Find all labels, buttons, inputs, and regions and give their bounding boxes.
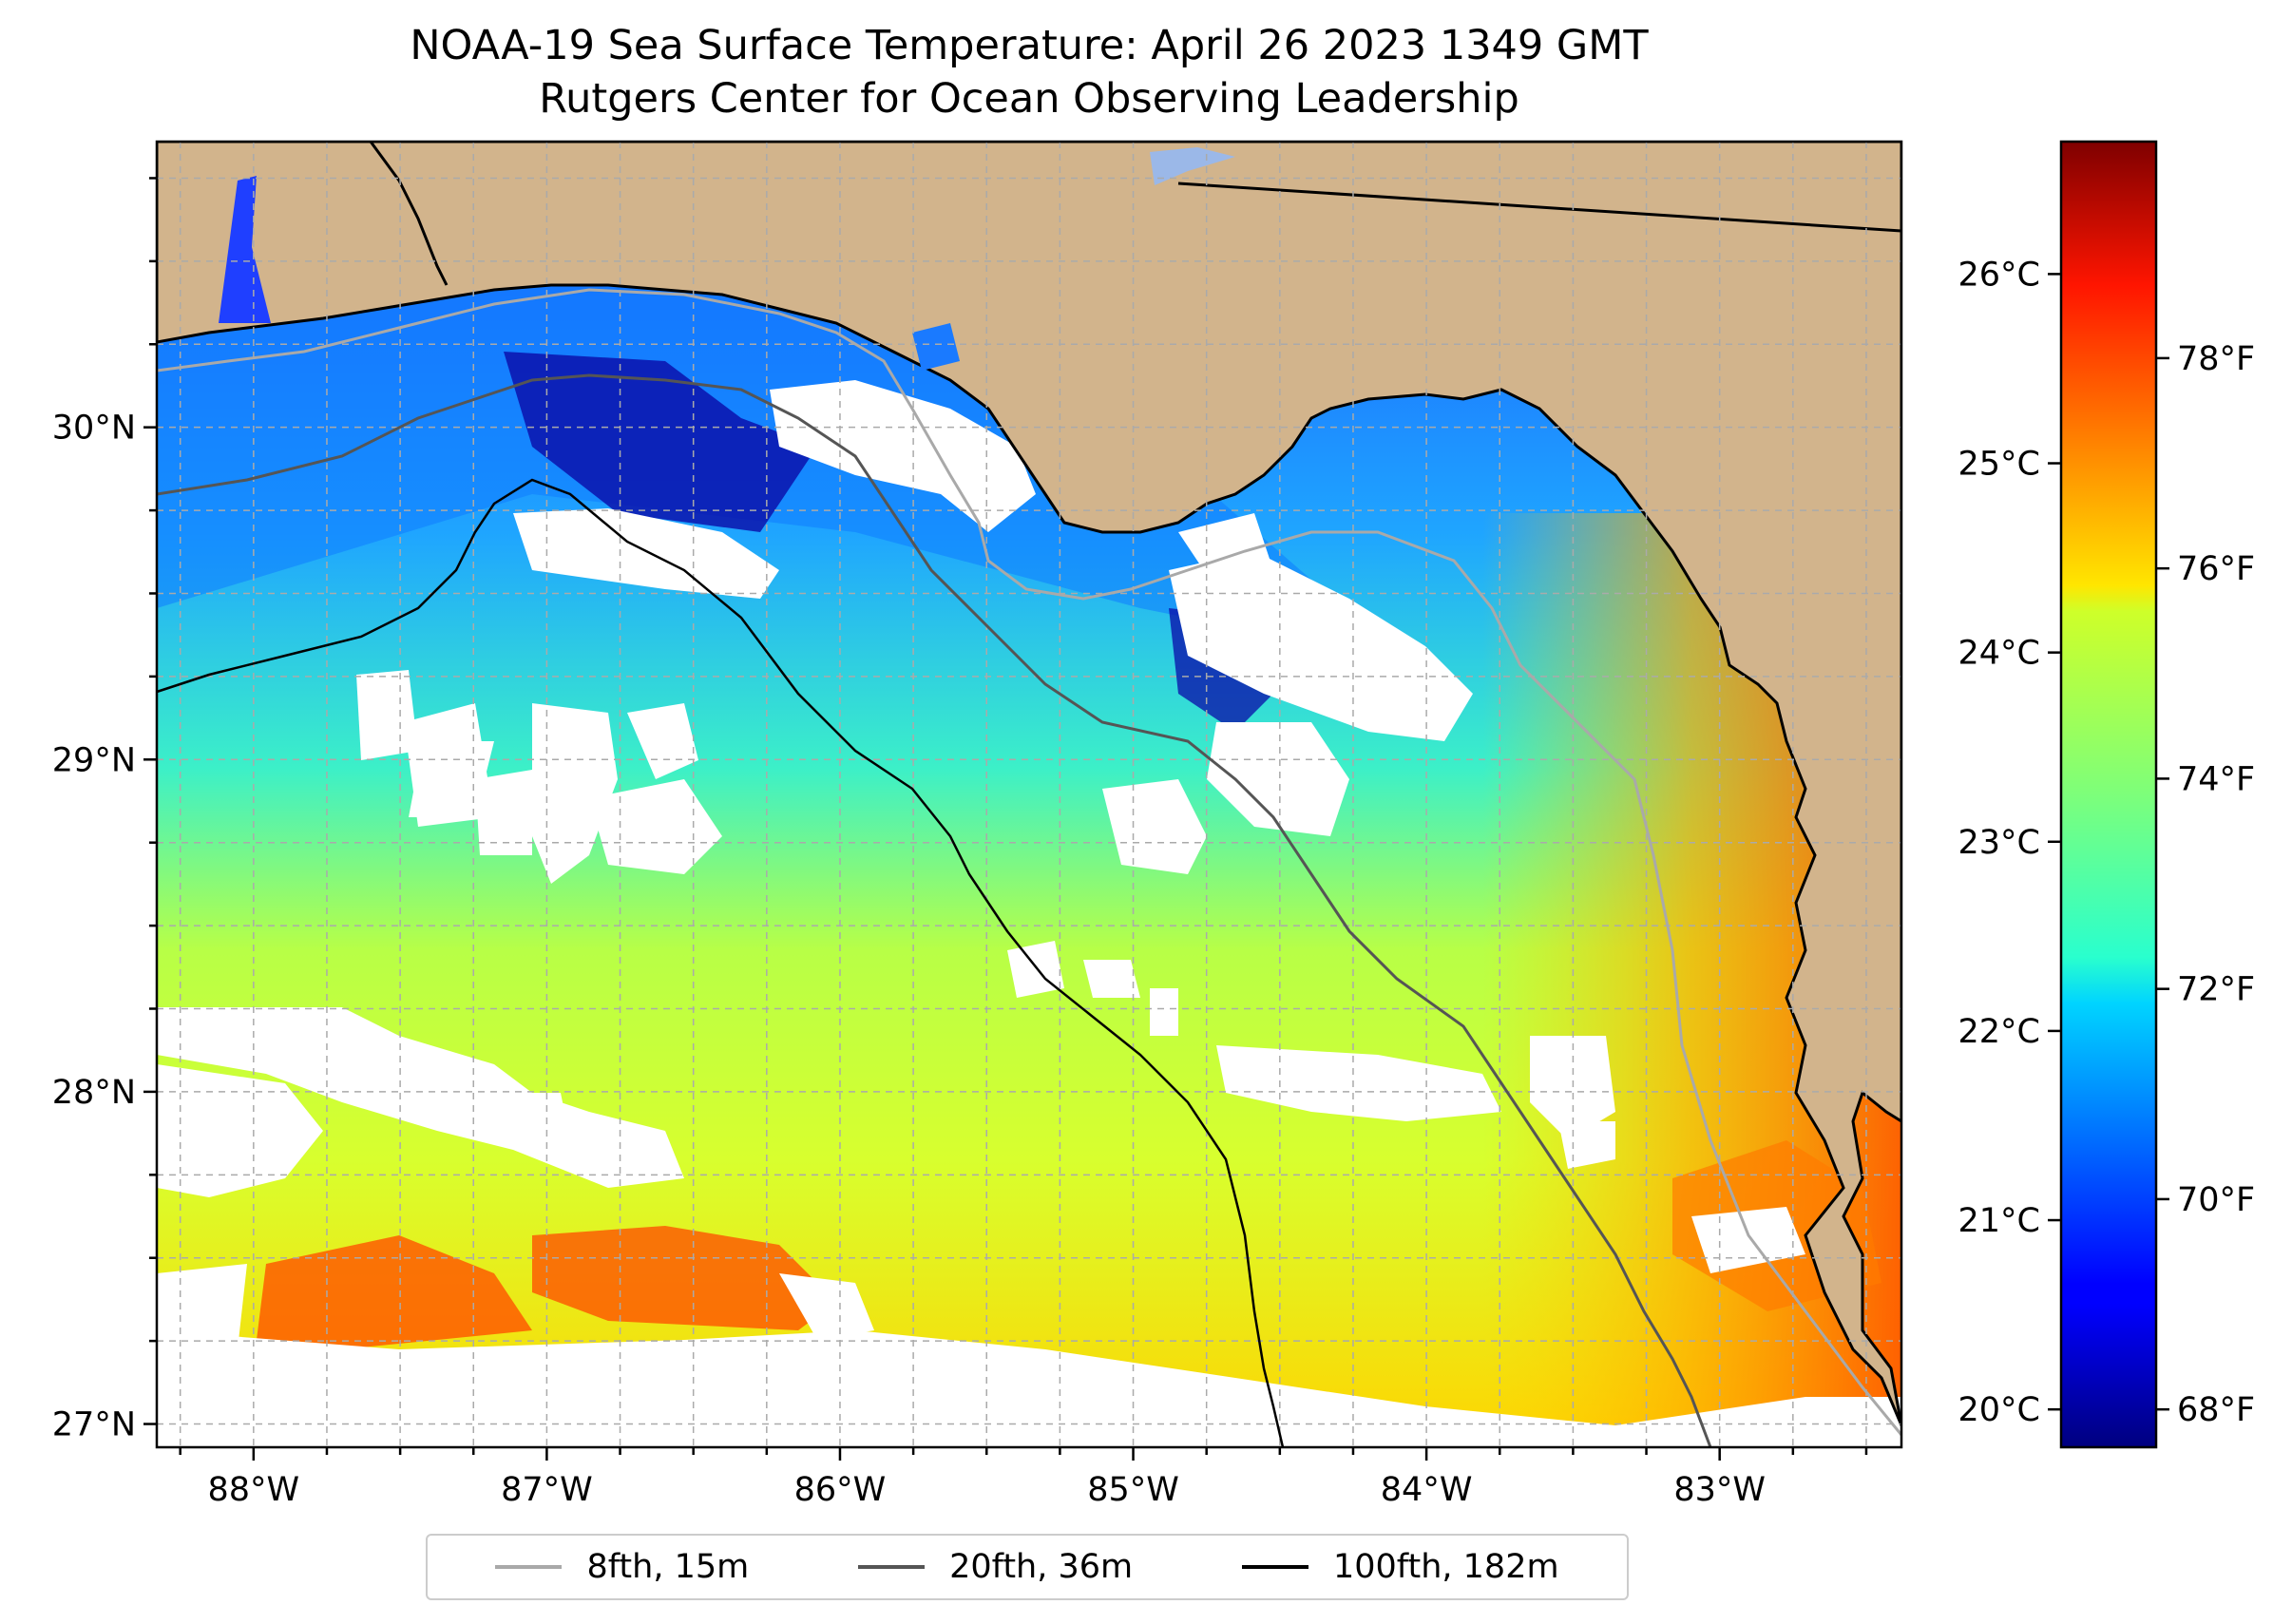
lon-tick-label: 88°W: [208, 1471, 300, 1509]
lat-tick-label: 29°N: [52, 741, 136, 779]
fahrenheit-tick-label: 72°F: [2177, 971, 2255, 1009]
lon-tick-label: 86°W: [794, 1471, 887, 1509]
state-border: [1177, 182, 1901, 233]
legend-swatch: [1241, 1565, 1308, 1569]
celsius-axis: 20°C 21°C 22°C 23°C 24°C 25°C 26°C: [1958, 256, 2061, 1429]
longitude-axis: 88°W 87°W 86°W 85°W 84°W 83°W: [179, 1447, 1868, 1509]
fahrenheit-tick-label: 76°F: [2177, 550, 2255, 588]
lon-tick-label: 83°W: [1673, 1471, 1766, 1509]
map-frame: [155, 140, 1903, 1449]
fahrenheit-tick-label: 78°F: [2177, 340, 2255, 378]
lon-tick-label: 84°W: [1381, 1471, 1473, 1509]
lat-tick-label: 28°N: [52, 1074, 136, 1112]
lon-tick-label: 87°W: [501, 1471, 593, 1509]
chart-title: NOAA-19 Sea Surface Temperature: April 2…: [410, 22, 1649, 69]
lon-tick-label: 85°W: [1087, 1471, 1179, 1509]
celsius-tick-label: 21°C: [1958, 1202, 2040, 1240]
inland-lake: [1150, 147, 1235, 185]
legend-item-8fth: 8fth, 15m: [495, 1548, 749, 1586]
colorbar: [2059, 140, 2158, 1449]
bay-water: [912, 323, 960, 371]
legend-swatch: [495, 1565, 563, 1569]
map-gridlines: [157, 142, 1901, 1447]
isobath-100fth: [157, 478, 1285, 1447]
chart-subtitle: Rutgers Center for Ocean Observing Leade…: [539, 75, 1519, 123]
warm-patch: [257, 1235, 532, 1349]
cloud-mask: [157, 380, 1901, 1447]
isobath-20fth: [157, 373, 1712, 1447]
celsius-tick-label: 23°C: [1958, 824, 2040, 862]
fahrenheit-tick-label: 70°F: [2177, 1181, 2255, 1219]
legend-item-20fth: 20fth, 36m: [858, 1548, 1133, 1586]
legend-swatch: [858, 1565, 926, 1569]
state-border: [369, 142, 449, 286]
isobath-8fth: [157, 288, 1901, 1436]
celsius-tick-label: 22°C: [1958, 1013, 2040, 1051]
latitude-axis: 30°N 29°N 28°N 27°N: [52, 177, 157, 1444]
bay-water: [219, 176, 271, 323]
fahrenheit-axis: 68°F 70°F 72°F 74°F 76°F 78°F: [2156, 340, 2255, 1429]
fahrenheit-tick-label: 68°F: [2177, 1391, 2255, 1429]
map-panel: [157, 142, 1901, 1447]
lat-tick-label: 30°N: [52, 410, 136, 448]
celsius-tick-label: 25°C: [1958, 446, 2040, 484]
legend-label: 20fth, 36m: [949, 1548, 1134, 1586]
celsius-tick-label: 26°C: [1958, 256, 2040, 294]
legend-label: 100fth, 182m: [1332, 1548, 1559, 1586]
fahrenheit-tick-label: 74°F: [2177, 760, 2255, 798]
isobath-legend: 8fth, 15m 20fth, 36m 100fth, 182m: [426, 1534, 1629, 1600]
legend-item-100fth: 100fth, 182m: [1241, 1548, 1559, 1586]
legend-label: 8fth, 15m: [586, 1548, 750, 1586]
celsius-tick-label: 20°C: [1958, 1391, 2040, 1429]
cold-patch: [504, 352, 817, 532]
land: [157, 142, 1901, 1426]
warm-patch: [532, 1226, 836, 1330]
lat-tick-label: 27°N: [52, 1406, 136, 1444]
celsius-tick-label: 24°C: [1958, 635, 2040, 673]
